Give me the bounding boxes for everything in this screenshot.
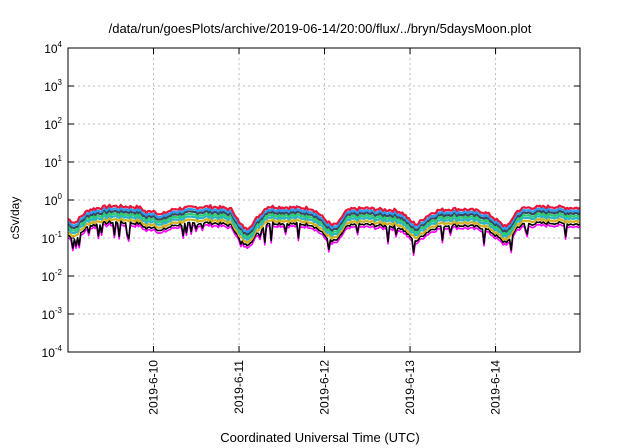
x-tick-label: 2019-6-11	[232, 360, 246, 414]
series-line	[67, 213, 581, 241]
series-line	[67, 206, 581, 234]
y-tick-label: 10-4	[42, 344, 63, 360]
series-line	[67, 208, 581, 236]
x-tick-label: 2019-6-13	[403, 360, 417, 415]
series-line	[67, 222, 581, 257]
x-tick-label: 2019-6-12	[318, 360, 332, 415]
y-tick-label: 104	[44, 40, 62, 56]
y-tick-label: 101	[44, 154, 62, 170]
y-tick-label: 100	[44, 192, 62, 208]
series-line	[67, 203, 581, 231]
x-tick-label: 2019-6-14	[489, 360, 503, 415]
y-tick-label: 10-1	[42, 230, 63, 246]
series-line	[67, 220, 581, 254]
y-tick-label: 10-3	[42, 306, 63, 322]
x-tick-label: 2019-6-10	[147, 360, 161, 415]
x-axis-label: Coordinated Universal Time (UTC)	[220, 430, 420, 445]
y-tick-label: 10-2	[42, 268, 63, 284]
series-line	[67, 211, 581, 239]
y-tick-label: 102	[44, 116, 62, 132]
plot-frame	[67, 47, 581, 353]
chart-title: /data/run/goesPlots/archive/2019-06-14/2…	[108, 21, 532, 36]
y-tick-label: 103	[44, 78, 62, 94]
series-line	[67, 216, 581, 244]
